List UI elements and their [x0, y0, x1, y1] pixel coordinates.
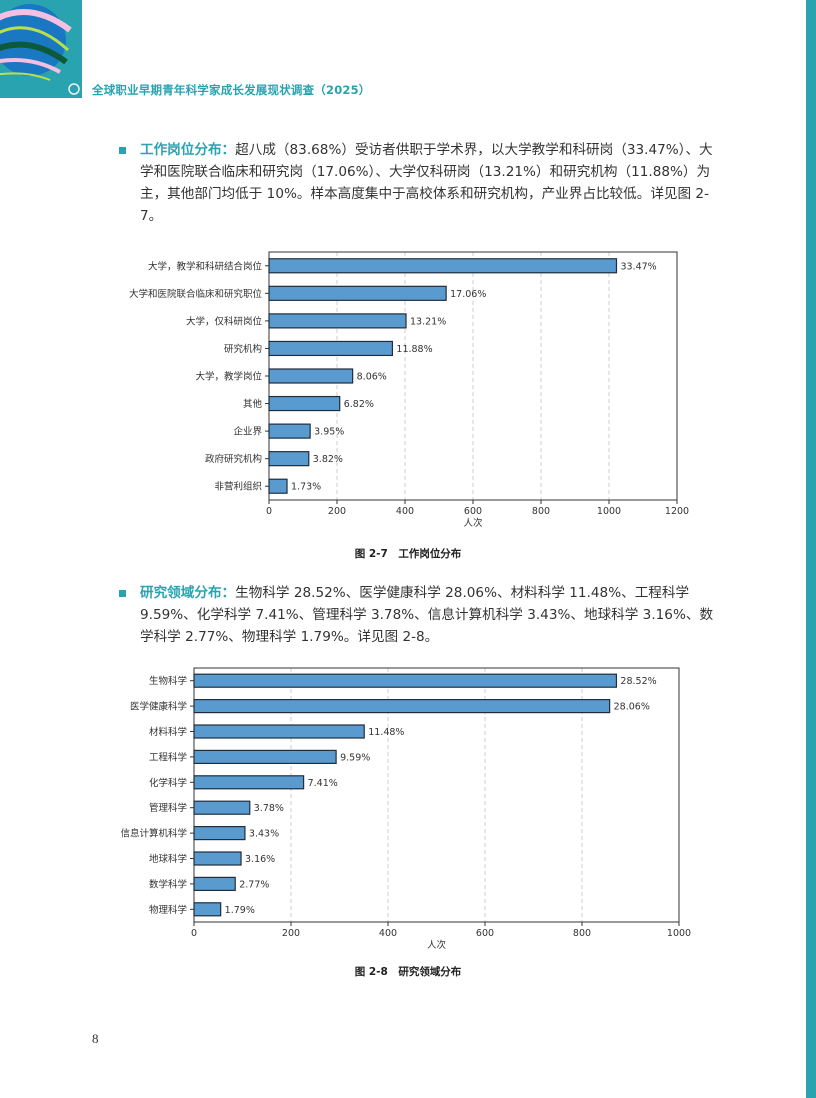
- x-tick-label: 200: [282, 928, 300, 939]
- y-tick-label: 生物科学: [149, 675, 187, 687]
- data-label: 11.48%: [368, 727, 404, 738]
- bar: [193, 775, 305, 790]
- x-tick-label: 1000: [597, 506, 621, 517]
- bar: [193, 902, 222, 917]
- x-tick-label: 0: [191, 928, 197, 939]
- x-axis-label: 人次: [427, 939, 447, 951]
- bar: [193, 724, 365, 739]
- data-label: 28.52%: [620, 676, 656, 687]
- data-label: 28.06%: [614, 702, 650, 713]
- y-tick-label: 工程科学: [149, 751, 187, 763]
- bar: [268, 340, 394, 357]
- globe-ribbon-logo: [0, 0, 82, 98]
- y-tick-label: 企业界: [233, 426, 262, 438]
- data-label: 17.06%: [450, 289, 486, 300]
- x-tick-label: 600: [476, 928, 494, 939]
- y-tick-label: 大学，教学和科研结合岗位: [148, 260, 263, 272]
- data-label: 11.88%: [396, 344, 432, 355]
- data-label: 33.47%: [620, 261, 656, 272]
- x-tick-label: 0: [266, 506, 272, 517]
- y-tick-label: 医学健康科学: [130, 701, 187, 713]
- x-tick-label: 600: [464, 506, 482, 517]
- data-label: 9.59%: [340, 752, 370, 763]
- y-tick-label: 物理科学: [149, 904, 187, 916]
- y-tick-label: 大学，教学岗位: [195, 371, 262, 383]
- paragraph-job-position: 工作岗位分布：超八成（83.68%）受访者供职于学术界，以大学教学和科研岗（33…: [140, 139, 720, 227]
- bar: [193, 825, 246, 841]
- bar: [268, 478, 288, 494]
- data-label: 3.82%: [313, 454, 343, 465]
- data-label: 3.95%: [314, 427, 344, 438]
- data-label: 7.41%: [308, 778, 338, 789]
- x-tick-label: 200: [328, 506, 346, 517]
- globe-logo-graphic: [0, 4, 80, 95]
- plot-frame: [193, 667, 680, 923]
- data-label: 6.82%: [344, 399, 374, 410]
- bar: [193, 876, 236, 892]
- bar: [193, 698, 611, 714]
- bar: [268, 368, 354, 384]
- x-tick-label: 1200: [665, 506, 689, 517]
- y-tick-label: 材料科学: [149, 726, 187, 738]
- paragraph-research-field: 研究领域分布：生物科学 28.52%、医学健康科学 28.06%、材料科学 11…: [140, 582, 720, 648]
- data-label: 3.16%: [245, 854, 275, 865]
- side-stripe: [806, 0, 816, 1098]
- data-label: 8.06%: [357, 372, 387, 383]
- y-tick-label: 管理科学: [149, 802, 187, 814]
- bar: [268, 451, 310, 467]
- y-tick-label: 化学科学: [149, 777, 187, 789]
- paragraph-lead: 研究领域分布：: [140, 585, 236, 601]
- y-tick-label: 地球科学: [149, 853, 187, 865]
- y-tick-label: 其他: [243, 398, 263, 410]
- bar: [268, 285, 447, 301]
- paragraph-text: 超八成（83.68%）受访者供职于学术界，以大学教学和科研岗（33.47%）、大…: [140, 142, 713, 224]
- x-tick-label: 400: [396, 506, 414, 517]
- data-label: 13.21%: [410, 316, 446, 327]
- y-tick-label: 信息计算机科学: [120, 828, 187, 840]
- data-label: 3.43%: [249, 829, 279, 840]
- header-title: 全球职业早期青年科学家成长发展现状调查（2025）: [92, 83, 371, 97]
- data-label: 2.77%: [239, 879, 269, 890]
- bullet-icon: [119, 590, 126, 597]
- figure-caption: 图 2-8 研究领域分布: [354, 966, 462, 978]
- bullet-icon: [119, 147, 126, 154]
- x-tick-label: 1000: [667, 928, 691, 939]
- figure-caption: 图 2-7 工作岗位分布: [354, 548, 462, 560]
- bar: [268, 423, 311, 439]
- y-tick-label: 研究机构: [224, 343, 262, 355]
- bar: [268, 258, 618, 274]
- y-tick-label: 大学，仅科研岗位: [186, 315, 263, 327]
- bar: [193, 800, 251, 815]
- x-axis-label: 人次: [463, 517, 483, 529]
- bar: [268, 395, 341, 412]
- y-tick-label: 数学科学: [149, 878, 187, 890]
- data-label: 3.78%: [254, 803, 284, 814]
- bar: [193, 673, 618, 688]
- y-tick-label: 大学和医院联合临床和研究职位: [129, 288, 263, 300]
- paragraph-lead: 工作岗位分布：: [140, 142, 236, 158]
- x-tick-label: 800: [573, 928, 591, 939]
- bar: [193, 851, 242, 866]
- bar: [193, 749, 337, 765]
- bar: [268, 313, 407, 329]
- page-number: 8: [92, 1031, 99, 1046]
- data-label: 1.79%: [225, 905, 255, 916]
- paragraph-text: 生物科学 28.52%、医学健康科学 28.06%、材料科学 11.48%、工程…: [140, 585, 714, 645]
- y-tick-label: 非营利组织: [214, 481, 262, 493]
- x-tick-label: 400: [379, 928, 397, 939]
- data-label: 1.73%: [291, 482, 321, 493]
- x-tick-label: 800: [532, 506, 550, 517]
- y-tick-label: 政府研究机构: [205, 453, 262, 465]
